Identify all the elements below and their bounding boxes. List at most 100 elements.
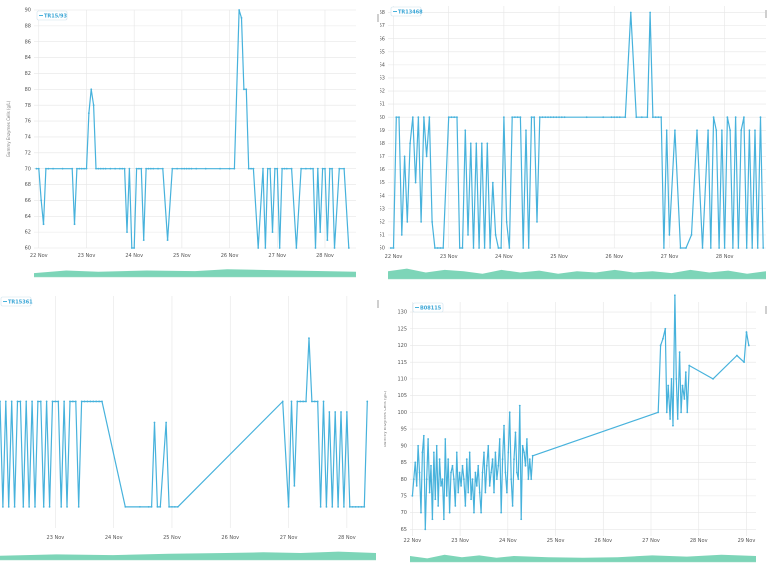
y-tick-label: 55: [380, 180, 385, 186]
data-point: [520, 518, 523, 521]
data-point: [480, 142, 483, 145]
data-point: [688, 364, 691, 367]
chart-svg-2: 22 Nov 23 Nov 24 Nov 25 Nov 26 Nov 27 Nov 28 N…: [380, 6, 767, 280]
data-point: [305, 400, 307, 403]
data-point: [508, 247, 511, 249]
data-point: [392, 247, 395, 249]
data-point: [715, 129, 718, 132]
data-point: [25, 400, 28, 403]
data-point: [171, 506, 173, 508]
x-tick-label: 25 Nov: [550, 254, 568, 260]
data-point: [457, 491, 460, 494]
data-point: [414, 461, 417, 464]
data-point: [525, 129, 527, 132]
data-point: [150, 506, 153, 508]
data-point: [395, 116, 398, 119]
data-point: [176, 167, 179, 170]
data-point: [87, 112, 90, 115]
data-point: [140, 167, 143, 170]
data-point: [481, 471, 484, 474]
y-tick-label: 100: [397, 410, 407, 416]
data-point: [166, 239, 169, 241]
edge-scroll-marker[interactable]: [377, 300, 379, 308]
y-axis-title: Gummy Enzymes Cells (g/L): [384, 390, 387, 447]
navigator-area[interactable]: [0, 551, 376, 560]
data-point: [322, 400, 325, 403]
data-point: [517, 478, 520, 481]
data-point: [737, 247, 740, 249]
data-point: [560, 116, 563, 119]
data-point: [328, 167, 331, 170]
data-point: [92, 104, 95, 107]
data-point: [640, 116, 643, 119]
legend-box[interactable]: [0, 296, 32, 307]
data-point: [438, 458, 441, 461]
data-point: [278, 247, 281, 249]
x-tick-label: 23 Nov: [451, 538, 469, 544]
edge-scroll-marker[interactable]: [765, 306, 767, 314]
data-point: [168, 506, 170, 508]
data-point: [672, 424, 674, 427]
legend-box[interactable]: [412, 302, 444, 313]
navigator-area[interactable]: [410, 554, 756, 562]
data-point: [34, 506, 36, 508]
data-point: [16, 400, 19, 403]
y-tick-label: 68: [380, 10, 385, 16]
data-point: [415, 484, 418, 487]
data-point: [66, 506, 68, 508]
data-point: [681, 384, 684, 387]
y-tick-label: 68: [25, 182, 31, 188]
y-tick-label: 60: [25, 246, 31, 252]
navigator-area[interactable]: [34, 269, 356, 277]
data-point: [491, 181, 494, 184]
data-point: [421, 451, 424, 454]
y-tick-label: 64: [380, 62, 385, 68]
data-point: [445, 494, 448, 497]
data-point: [712, 116, 715, 119]
data-point: [720, 129, 723, 132]
data-point: [149, 167, 152, 170]
data-point: [357, 506, 360, 508]
data-point: [451, 464, 454, 467]
data-point: [348, 506, 351, 508]
data-point: [219, 167, 221, 170]
edge-scroll-marker[interactable]: [377, 14, 379, 22]
legend-box[interactable]: [390, 6, 422, 17]
data-point: [86, 400, 89, 403]
data-point: [552, 116, 555, 119]
y-tick-label: 63: [380, 76, 385, 82]
data-point: [252, 167, 255, 170]
data-point: [190, 167, 193, 170]
data-point: [414, 181, 417, 184]
data-point: [233, 167, 236, 170]
data-point: [461, 464, 464, 467]
y-axis-title: Gummy Enzymes Cells (g/L): [6, 100, 11, 157]
data-point: [309, 167, 312, 170]
y-tick-label: 85: [401, 460, 407, 466]
data-point: [89, 400, 92, 403]
data-point: [527, 247, 530, 249]
data-point: [441, 478, 444, 481]
data-point: [670, 377, 673, 380]
data-point: [124, 506, 127, 508]
data-point: [447, 458, 450, 461]
data-point: [165, 421, 168, 424]
data-point: [19, 400, 22, 403]
data-point: [743, 361, 745, 364]
y-tick-label: 53: [380, 206, 385, 212]
data-point: [171, 167, 174, 170]
data-point: [471, 478, 474, 481]
data-point: [71, 167, 74, 170]
legend-box[interactable]: [36, 10, 68, 21]
data-point: [504, 471, 507, 474]
y-tick-label: 88: [25, 23, 31, 29]
data-point: [328, 411, 331, 413]
data-point: [448, 511, 451, 514]
data-point: [549, 116, 552, 119]
data-point: [454, 505, 457, 507]
data-point: [487, 444, 490, 447]
data-point: [314, 247, 317, 249]
navigator-area[interactable]: [388, 268, 766, 279]
data-point: [428, 116, 431, 119]
edge-scroll-marker[interactable]: [765, 10, 767, 18]
